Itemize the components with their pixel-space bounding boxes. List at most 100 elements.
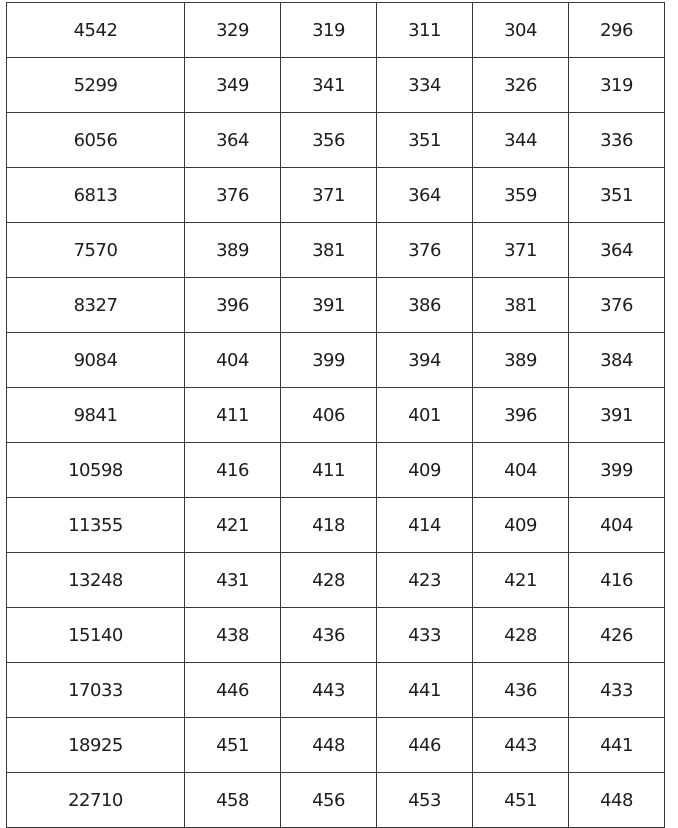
table-cell: 411 xyxy=(184,387,281,443)
table-row: 9841 411 406 401 396 391 xyxy=(6,387,665,443)
table-cell: 304 xyxy=(472,2,569,58)
table-cell: 426 xyxy=(568,607,665,663)
table-row: 22710 458 456 453 451 448 xyxy=(6,772,665,828)
table-cell: 401 xyxy=(376,387,473,443)
table-cell: 384 xyxy=(568,332,665,388)
table-cell: 411 xyxy=(280,442,377,498)
table-cell: 438 xyxy=(184,607,281,663)
table-cell: 349 xyxy=(184,57,281,113)
table-cell: 371 xyxy=(280,167,377,223)
table-cell: 431 xyxy=(184,552,281,608)
table-cell: 364 xyxy=(376,167,473,223)
data-table: 4542 329 319 311 304 296 5299 349 341 334 326 319 60… xyxy=(6,2,665,828)
table-row: 18925 451 448 446 443 441 xyxy=(6,717,665,773)
row-key-cell: 4542 xyxy=(6,2,185,58)
row-key-cell: 18925 xyxy=(6,717,185,773)
table-cell: 446 xyxy=(184,662,281,718)
table-row: 9084 404 399 394 389 384 xyxy=(6,332,665,388)
row-key-cell: 8327 xyxy=(6,277,185,333)
table-cell: 436 xyxy=(280,607,377,663)
table-cell: 376 xyxy=(568,277,665,333)
table-cell: 389 xyxy=(184,222,281,278)
table-cell: 404 xyxy=(568,497,665,553)
table-cell: 453 xyxy=(376,772,473,828)
row-key-cell: 7570 xyxy=(6,222,185,278)
table-cell: 406 xyxy=(280,387,377,443)
table-cell: 311 xyxy=(376,2,473,58)
table-cell: 381 xyxy=(472,277,569,333)
table-cell: 336 xyxy=(568,112,665,168)
row-key-cell: 17033 xyxy=(6,662,185,718)
table-cell: 334 xyxy=(376,57,473,113)
table-cell: 443 xyxy=(472,717,569,773)
table-cell: 364 xyxy=(568,222,665,278)
table-cell: 399 xyxy=(568,442,665,498)
table-cell: 436 xyxy=(472,662,569,718)
table-row: 17033 446 443 441 436 433 xyxy=(6,662,665,718)
table-cell: 421 xyxy=(472,552,569,608)
table-cell: 404 xyxy=(472,442,569,498)
table-cell: 446 xyxy=(376,717,473,773)
row-key-cell: 13248 xyxy=(6,552,185,608)
table-cell: 376 xyxy=(184,167,281,223)
row-key-cell: 6813 xyxy=(6,167,185,223)
table-cell: 404 xyxy=(184,332,281,388)
table-cell: 376 xyxy=(376,222,473,278)
table-cell: 416 xyxy=(184,442,281,498)
table-cell: 386 xyxy=(376,277,473,333)
table-row: 13248 431 428 423 421 416 xyxy=(6,552,665,608)
row-key-cell: 15140 xyxy=(6,607,185,663)
table-cell: 458 xyxy=(184,772,281,828)
table-cell: 443 xyxy=(280,662,377,718)
table-cell: 428 xyxy=(280,552,377,608)
table-cell: 433 xyxy=(376,607,473,663)
row-key-cell: 22710 xyxy=(6,772,185,828)
row-key-cell: 6056 xyxy=(6,112,185,168)
table-cell: 448 xyxy=(568,772,665,828)
table-row: 4542 329 319 311 304 296 xyxy=(6,2,665,58)
table-row: 6813 376 371 364 359 351 xyxy=(6,167,665,223)
table-cell: 341 xyxy=(280,57,377,113)
row-key-cell: 11355 xyxy=(6,497,185,553)
table-cell: 414 xyxy=(376,497,473,553)
table-cell: 396 xyxy=(184,277,281,333)
row-key-cell: 10598 xyxy=(6,442,185,498)
table-cell: 326 xyxy=(472,57,569,113)
table-cell: 421 xyxy=(184,497,281,553)
table-cell: 359 xyxy=(472,167,569,223)
row-key-cell: 9841 xyxy=(6,387,185,443)
table-cell: 381 xyxy=(280,222,377,278)
table-cell: 441 xyxy=(568,717,665,773)
table-row: 11355 421 418 414 409 404 xyxy=(6,497,665,553)
row-key-cell: 5299 xyxy=(6,57,185,113)
table-cell: 409 xyxy=(376,442,473,498)
table-cell: 399 xyxy=(280,332,377,388)
row-key-cell: 9084 xyxy=(6,332,185,388)
table-cell: 364 xyxy=(184,112,281,168)
table-cell: 448 xyxy=(280,717,377,773)
table-row: 6056 364 356 351 344 336 xyxy=(6,112,665,168)
table-row: 10598 416 411 409 404 399 xyxy=(6,442,665,498)
table-cell: 344 xyxy=(472,112,569,168)
table-cell: 356 xyxy=(280,112,377,168)
table-row: 5299 349 341 334 326 319 xyxy=(6,57,665,113)
table-cell: 351 xyxy=(568,167,665,223)
table-cell: 319 xyxy=(568,57,665,113)
table-cell: 391 xyxy=(280,277,377,333)
table-row: 15140 438 436 433 428 426 xyxy=(6,607,665,663)
table-cell: 409 xyxy=(472,497,569,553)
table-cell: 371 xyxy=(472,222,569,278)
table-cell: 416 xyxy=(568,552,665,608)
table-cell: 423 xyxy=(376,552,473,608)
table-cell: 394 xyxy=(376,332,473,388)
table-cell: 456 xyxy=(280,772,377,828)
table-cell: 441 xyxy=(376,662,473,718)
table-cell: 351 xyxy=(376,112,473,168)
table-cell: 451 xyxy=(472,772,569,828)
table-row: 7570 389 381 376 371 364 xyxy=(6,222,665,278)
table-body: 4542 329 319 311 304 296 5299 349 341 334 326 319 60… xyxy=(6,2,665,828)
table-cell: 428 xyxy=(472,607,569,663)
table-cell: 433 xyxy=(568,662,665,718)
table-cell: 329 xyxy=(184,2,281,58)
table-cell: 451 xyxy=(184,717,281,773)
